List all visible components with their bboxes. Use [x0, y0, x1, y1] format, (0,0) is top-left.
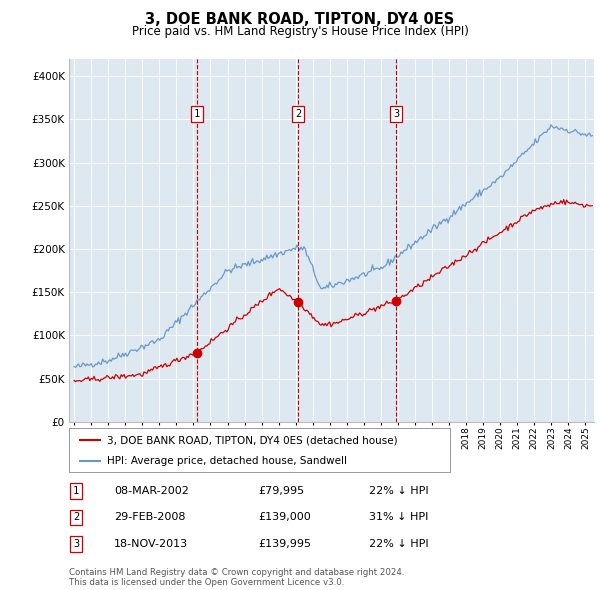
Text: 08-MAR-2002: 08-MAR-2002	[114, 486, 189, 496]
Text: Price paid vs. HM Land Registry's House Price Index (HPI): Price paid vs. HM Land Registry's House …	[131, 25, 469, 38]
Text: 18-NOV-2013: 18-NOV-2013	[114, 539, 188, 549]
Text: 22% ↓ HPI: 22% ↓ HPI	[369, 486, 428, 496]
Text: 1: 1	[73, 486, 79, 496]
Text: 3: 3	[393, 109, 399, 119]
Text: HPI: Average price, detached house, Sandwell: HPI: Average price, detached house, Sand…	[107, 456, 347, 466]
Text: Contains HM Land Registry data © Crown copyright and database right 2024.
This d: Contains HM Land Registry data © Crown c…	[69, 568, 404, 587]
Text: 29-FEB-2008: 29-FEB-2008	[114, 513, 185, 522]
Text: 3, DOE BANK ROAD, TIPTON, DY4 0ES: 3, DOE BANK ROAD, TIPTON, DY4 0ES	[145, 12, 455, 27]
Text: £139,000: £139,000	[258, 513, 311, 522]
Text: 3, DOE BANK ROAD, TIPTON, DY4 0ES (detached house): 3, DOE BANK ROAD, TIPTON, DY4 0ES (detac…	[107, 435, 398, 445]
Text: 31% ↓ HPI: 31% ↓ HPI	[369, 513, 428, 522]
Text: 2: 2	[295, 109, 302, 119]
Text: 2: 2	[73, 513, 79, 522]
Text: 1: 1	[194, 109, 200, 119]
Text: 3: 3	[73, 539, 79, 549]
Text: 22% ↓ HPI: 22% ↓ HPI	[369, 539, 428, 549]
Text: £139,995: £139,995	[258, 539, 311, 549]
Text: £79,995: £79,995	[258, 486, 304, 496]
